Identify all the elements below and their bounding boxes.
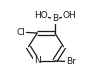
Text: Cl: Cl <box>17 28 26 37</box>
Text: HO: HO <box>34 11 48 20</box>
Text: Br: Br <box>66 57 76 66</box>
Text: OH: OH <box>62 11 76 20</box>
Text: N: N <box>34 56 41 65</box>
Text: B: B <box>52 14 58 23</box>
